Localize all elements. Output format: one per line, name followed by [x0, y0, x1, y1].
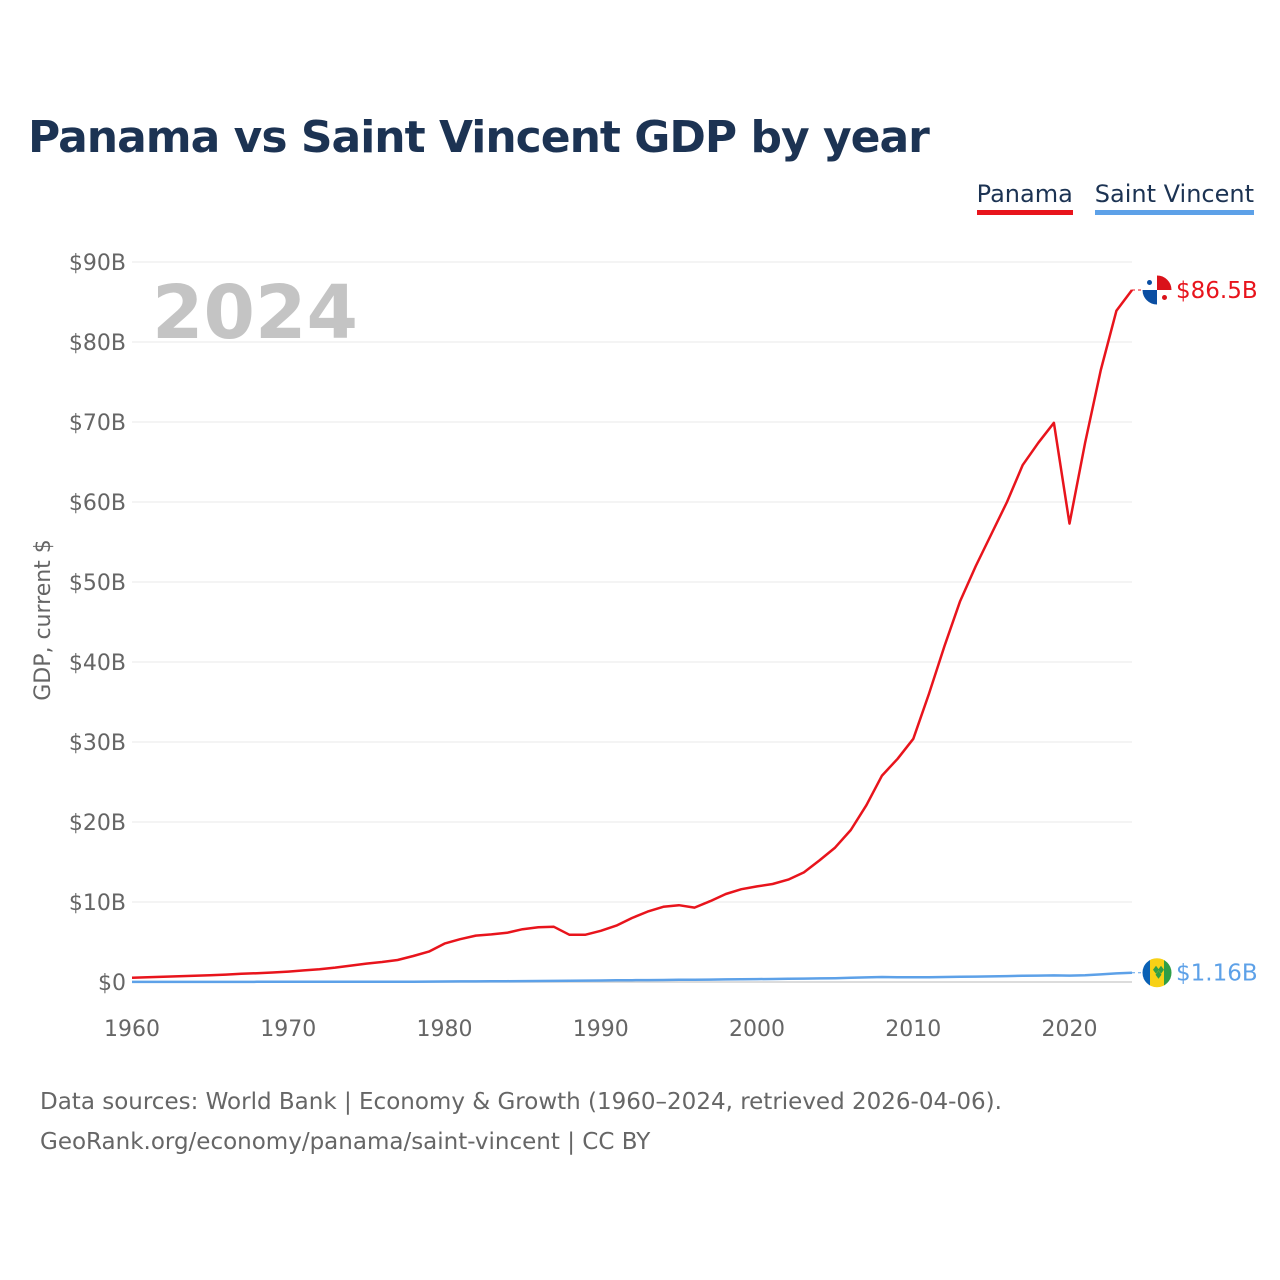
y-tick-label: $60B — [69, 491, 126, 516]
y-tick-label: $20B — [69, 811, 126, 836]
series-lines — [131, 289, 1134, 984]
x-tick-label: 2000 — [729, 1017, 785, 1042]
current-year-label: 2024 — [152, 270, 358, 356]
x-tick-label: 1970 — [260, 1017, 316, 1042]
y-axis-label: GDP, current $ — [31, 539, 56, 701]
y-tick-label: $50B — [69, 571, 126, 596]
x-tick-label: 1960 — [104, 1017, 160, 1042]
legend-item-saint-vincent[interactable]: Saint Vincent — [1094, 180, 1254, 215]
x-tick-label: 2020 — [1042, 1017, 1098, 1042]
sources-line-1: Data sources: World Bank | Economy & Gro… — [40, 1089, 1002, 1115]
x-axis-ticks: 1960 1970 1980 1990 2000 2010 2020 — [104, 1017, 1098, 1042]
y-tick-label: $80B — [69, 331, 126, 356]
series-line-panama[interactable] — [131, 289, 1134, 979]
x-tick-label: 1990 — [573, 1017, 629, 1042]
data-sources: Data sources: World Bank | Economy & Gro… — [40, 1082, 1002, 1162]
y-tick-label: $40B — [69, 651, 126, 676]
legend-item-panama[interactable]: Panama — [976, 180, 1073, 215]
y-axis-ticks: $0 $10B $20B $30B $40B $50B $60B $70B $80B $90B — [69, 251, 126, 996]
end-value-label: $86.5B — [1176, 278, 1258, 304]
gdp-line-chart: $0 $10B $20B $30B $40B $50B $60B $70B $80B $90B 1… — [31, 251, 1258, 1042]
x-tick-label: 1980 — [417, 1017, 473, 1042]
saint-vincent-flag-icon — [1141, 957, 1173, 989]
legend: Panama Saint Vincent — [976, 180, 1254, 215]
y-tick-label: $90B — [69, 251, 126, 276]
panama-flag-icon — [1141, 274, 1173, 306]
y-tick-label: $10B — [69, 891, 126, 916]
chart-title: Panama vs Saint Vincent GDP by year — [28, 112, 930, 163]
x-tick-label: 2010 — [885, 1017, 941, 1042]
y-tick-label: $0 — [98, 971, 126, 996]
series-line-saint-vincent[interactable] — [132, 971, 1133, 984]
y-tick-label: $30B — [69, 731, 126, 756]
y-tick-label: $70B — [69, 411, 126, 436]
gridlines — [132, 261, 1132, 983]
sources-line-2[interactable]: GeoRank.org/economy/panama/saint-vincent… — [40, 1129, 651, 1155]
end-markers: $86.5B $1.16B — [1132, 274, 1258, 989]
end-value-label: $1.16B — [1176, 961, 1258, 987]
